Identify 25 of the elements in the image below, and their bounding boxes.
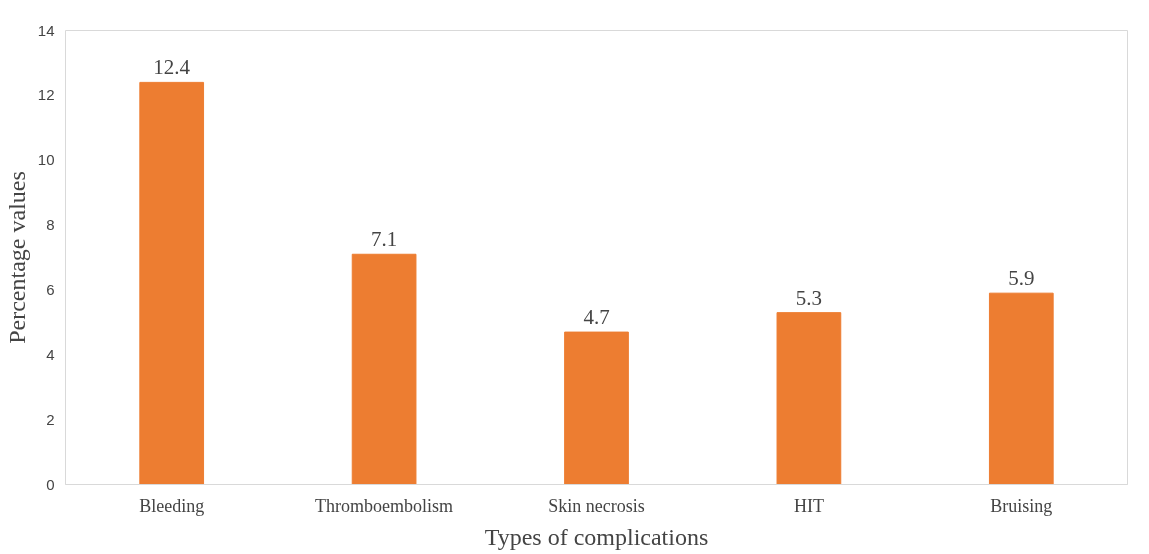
bar [351, 253, 417, 485]
bar [776, 312, 842, 485]
y-tick-label: 6 [46, 280, 55, 298]
x-tick-label: Bleeding [139, 495, 205, 516]
y-tick-label: 14 [37, 21, 55, 39]
x-tick-label: Thromboembolism [315, 495, 454, 516]
bar [988, 292, 1054, 485]
data-label: 12.4 [153, 55, 191, 80]
bar [139, 81, 205, 485]
y-tick-label: 0 [46, 475, 55, 493]
y-axis-title: Percentage values [3, 171, 30, 344]
data-label: 5.9 [1008, 266, 1035, 291]
x-tick-label: HIT [793, 495, 824, 516]
y-tick-label: 12 [37, 86, 55, 104]
x-tick-label: Skin necrosis [548, 495, 645, 516]
y-tick-label: 10 [37, 151, 55, 169]
x-tick-label: Bruising [990, 495, 1053, 516]
data-label: 7.1 [370, 227, 398, 252]
bar [564, 331, 629, 485]
data-label: 4.7 [583, 305, 610, 330]
y-tick-label: 8 [46, 216, 55, 234]
y-tick-label: 2 [46, 410, 55, 428]
x-axis-title: Types of complications [484, 523, 709, 550]
data-label: 5.3 [795, 285, 823, 310]
y-tick-label: 4 [46, 345, 55, 363]
